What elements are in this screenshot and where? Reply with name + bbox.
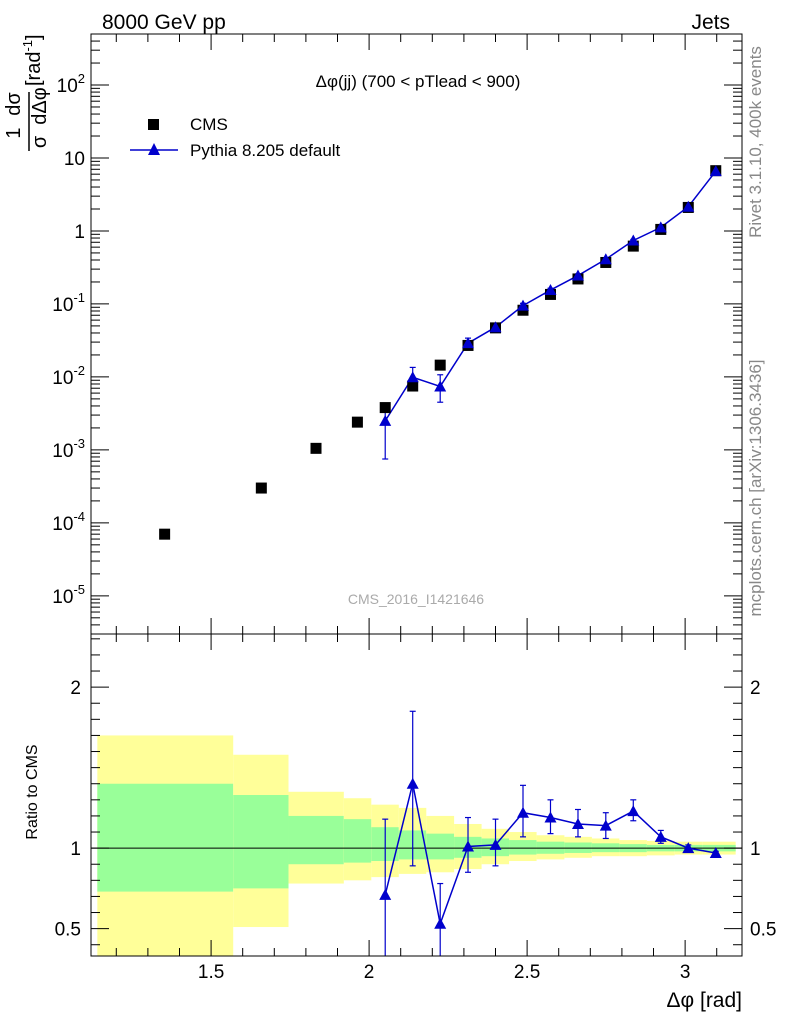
pythia-ratio-point xyxy=(379,888,392,900)
ratio-band-inner-3 xyxy=(343,819,372,863)
pythia-main-point xyxy=(654,221,667,233)
pythia-ratio-point xyxy=(709,846,722,858)
ratio-panel-data xyxy=(379,710,722,956)
pythia-ratio-point xyxy=(489,838,502,850)
mcplots-label: mcplots.cern.ch [arXiv:1306.3436] xyxy=(746,359,765,616)
ylabel-denominator-sig: σ xyxy=(29,135,51,148)
legend-pythia-marker xyxy=(148,143,160,155)
main-y-tick-label: 10-4 xyxy=(52,509,85,535)
pythia-ratio-point xyxy=(599,819,612,831)
legend: CMS Pythia 8.205 default xyxy=(130,115,341,160)
ylabel-unit-close: ] xyxy=(23,34,45,40)
header-left: 8000 GeV pp xyxy=(102,11,226,34)
ylabel-unit-exp: -1 xyxy=(20,40,35,52)
pythia-ratio-point xyxy=(434,917,447,929)
ratio-y-tick-label-right: 1 xyxy=(750,839,761,860)
ratio-band-inner-1 xyxy=(233,795,289,889)
ylabel-denominator-dphi: dΔφ xyxy=(29,87,51,124)
x-axis-label: Δφ [rad] xyxy=(667,989,743,1012)
pythia-main-point xyxy=(516,299,529,311)
ylabel-unit-text: [rad xyxy=(23,52,45,86)
cms-data-point xyxy=(407,380,419,392)
ratio-band-inner-0 xyxy=(97,783,234,892)
ratio-band-inner-2 xyxy=(288,815,344,865)
pythia-ratio-point xyxy=(682,842,695,854)
x-tick-label: 1.5 xyxy=(198,962,224,983)
main-panel-data xyxy=(159,165,722,540)
x-tick-label: 3 xyxy=(680,962,691,983)
pythia-main-point xyxy=(462,337,475,349)
main-y-tick-label: 10 xyxy=(64,149,85,170)
main-y-tick-label: 10-1 xyxy=(52,290,85,316)
pythia-main-point xyxy=(406,371,419,383)
ylabel-numerator-dsig: dσ xyxy=(3,92,25,116)
ratio-uncertainty-bands xyxy=(91,735,742,956)
pythia-main-point xyxy=(571,269,584,281)
legend-pythia-label: Pythia 8.205 default xyxy=(190,141,341,160)
pythia-main-point xyxy=(544,284,557,296)
pythia-main-point xyxy=(627,234,640,246)
ratio-y-axis-label: Ratio to CMS xyxy=(24,744,41,839)
x-tick-label: 2 xyxy=(364,962,375,983)
legend-cms-marker xyxy=(148,119,159,130)
rivet-label: Rivet 3.1.10, 400k events xyxy=(746,46,765,238)
pythia-ratio-point xyxy=(406,777,419,789)
pythia-main-point xyxy=(599,253,612,265)
main-plot-title: Δφ(jj) (700 < pTlead < 900) xyxy=(316,72,521,91)
x-tick-label: 2.5 xyxy=(514,962,540,983)
axes: 1.5 2 2.5 3 10-5 10-4 10-3 10-2 10-1 1 10 102 0.5 0.5… xyxy=(52,33,776,983)
cms-data-point xyxy=(351,416,363,428)
pythia-main-point xyxy=(682,200,695,212)
main-y-tick-label: 10-2 xyxy=(52,363,85,389)
ylabel-unit: [rad-1] xyxy=(20,34,45,86)
analysis-watermark: CMS_2016_I1421646 xyxy=(348,591,484,607)
ratio-y-tick-label-left: 0.5 xyxy=(55,920,81,941)
ratio-y-tick-label-left: 1 xyxy=(70,839,81,860)
main-panel-frame xyxy=(90,33,743,635)
pythia-ratio-point xyxy=(516,806,529,818)
cms-data-point xyxy=(627,240,639,252)
main-y-tick-label: 102 xyxy=(57,71,85,97)
cms-data-point xyxy=(434,359,446,371)
cms-data-point xyxy=(159,528,171,540)
pythia-main-point xyxy=(434,380,447,392)
cms-data-point xyxy=(255,482,267,494)
cms-data-point xyxy=(310,442,322,454)
main-y-tick-label: 10-3 xyxy=(52,436,85,462)
ylabel-numerator-1: 1 xyxy=(3,127,25,138)
header-right: Jets xyxy=(691,11,730,34)
pythia-ratio-point xyxy=(654,830,667,842)
legend-cms-label: CMS xyxy=(190,115,228,134)
ratio-y-tick-label-left: 2 xyxy=(70,678,81,699)
pythia-ratio-point xyxy=(571,817,584,829)
main-y-axis-label: 1 dσ σ dΔφ [rad-1] xyxy=(3,34,51,151)
pythia-main-point xyxy=(379,414,392,426)
ratio-y-tick-label-right: 2 xyxy=(750,678,761,699)
pythia-main-point xyxy=(489,321,502,333)
pythia-main-point xyxy=(709,165,722,177)
main-y-tick-label: 10-5 xyxy=(52,582,85,608)
ratio-band-inner-6 xyxy=(426,833,455,860)
ratio-band-inner-9 xyxy=(509,840,537,855)
pythia-ratio-point xyxy=(627,805,640,817)
cms-data-point xyxy=(379,402,391,414)
pythia-ratio-point xyxy=(462,840,475,852)
ratio-panel-frame xyxy=(90,633,743,957)
main-y-tick-label: 1 xyxy=(74,222,85,243)
pythia-ratio-point xyxy=(544,811,557,823)
ratio-y-tick-label-right: 0.5 xyxy=(750,920,776,941)
